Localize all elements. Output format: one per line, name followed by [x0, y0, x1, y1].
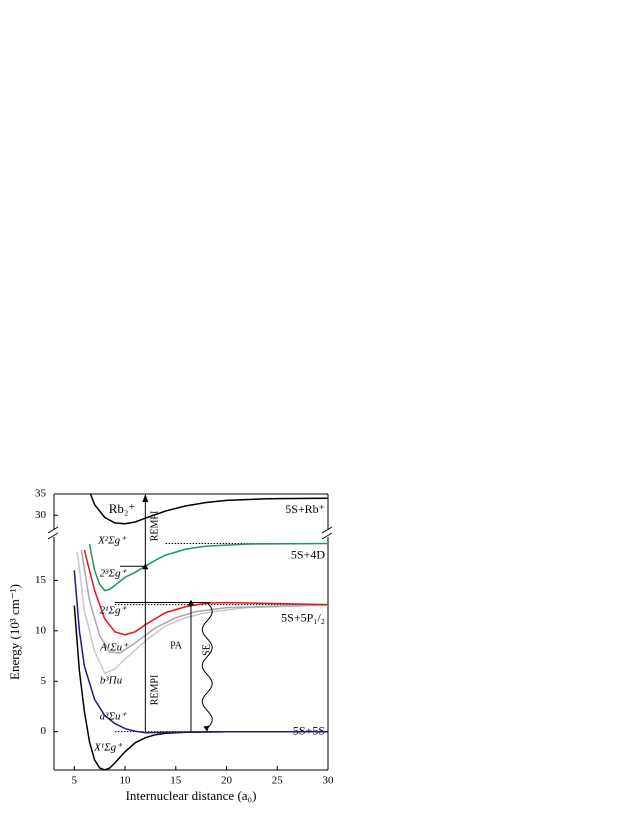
curve-label: b³Πu	[100, 675, 123, 687]
y-tick-label: 15	[35, 574, 47, 586]
y-tick-label: 10	[35, 624, 47, 636]
marker	[203, 725, 210, 732]
x-tick-label: 15	[170, 775, 182, 787]
curve-label: a³Σu⁺	[100, 711, 128, 723]
curve-label: A¹Σu⁺	[99, 642, 129, 654]
y-tick-label: 35	[35, 488, 47, 500]
x-tick-label: 30	[323, 775, 335, 787]
se-wave	[201, 602, 213, 729]
frame	[47, 493, 333, 771]
curve	[88, 542, 329, 592]
x-tick-label: 5	[72, 775, 78, 787]
annotation: REMPI	[149, 675, 160, 706]
y-tick-label: 30	[35, 509, 47, 521]
marker	[188, 599, 194, 606]
curve	[80, 549, 329, 654]
x-axis-label: Internuclear distance (a₀)	[126, 788, 257, 803]
ion-label: Rb₂⁺	[109, 501, 136, 516]
curve-label: 2³Σg⁺	[100, 568, 128, 580]
x-tick-label: 20	[221, 775, 233, 787]
y-tick-label: 0	[41, 725, 47, 737]
annotation: REMPI	[149, 511, 160, 542]
annotation: SE	[201, 644, 212, 656]
asymptote-label: 5S+Rb⁺	[285, 502, 325, 516]
curve-label: 2¹Σg⁺	[100, 605, 128, 617]
y-axis-label: Energy (10³ cm⁻¹)	[7, 584, 22, 680]
y-tick-label: 5	[41, 675, 47, 687]
asymptote-label: 5S+5S	[293, 723, 325, 737]
x-tick-label: 10	[120, 775, 132, 787]
asymptote-label: 5S+4D	[291, 547, 325, 561]
arrowhead	[142, 494, 149, 502]
curve-label: X¹Σg⁺	[93, 742, 123, 754]
curve-label: X²Σg⁺	[97, 535, 127, 547]
asymptote-label: 5S+5P₁/₂	[281, 610, 325, 624]
curve	[76, 552, 329, 675]
curve	[73, 570, 328, 734]
marker	[142, 563, 149, 570]
x-tick-label: 25	[272, 775, 284, 787]
annotation: PA	[170, 640, 183, 651]
